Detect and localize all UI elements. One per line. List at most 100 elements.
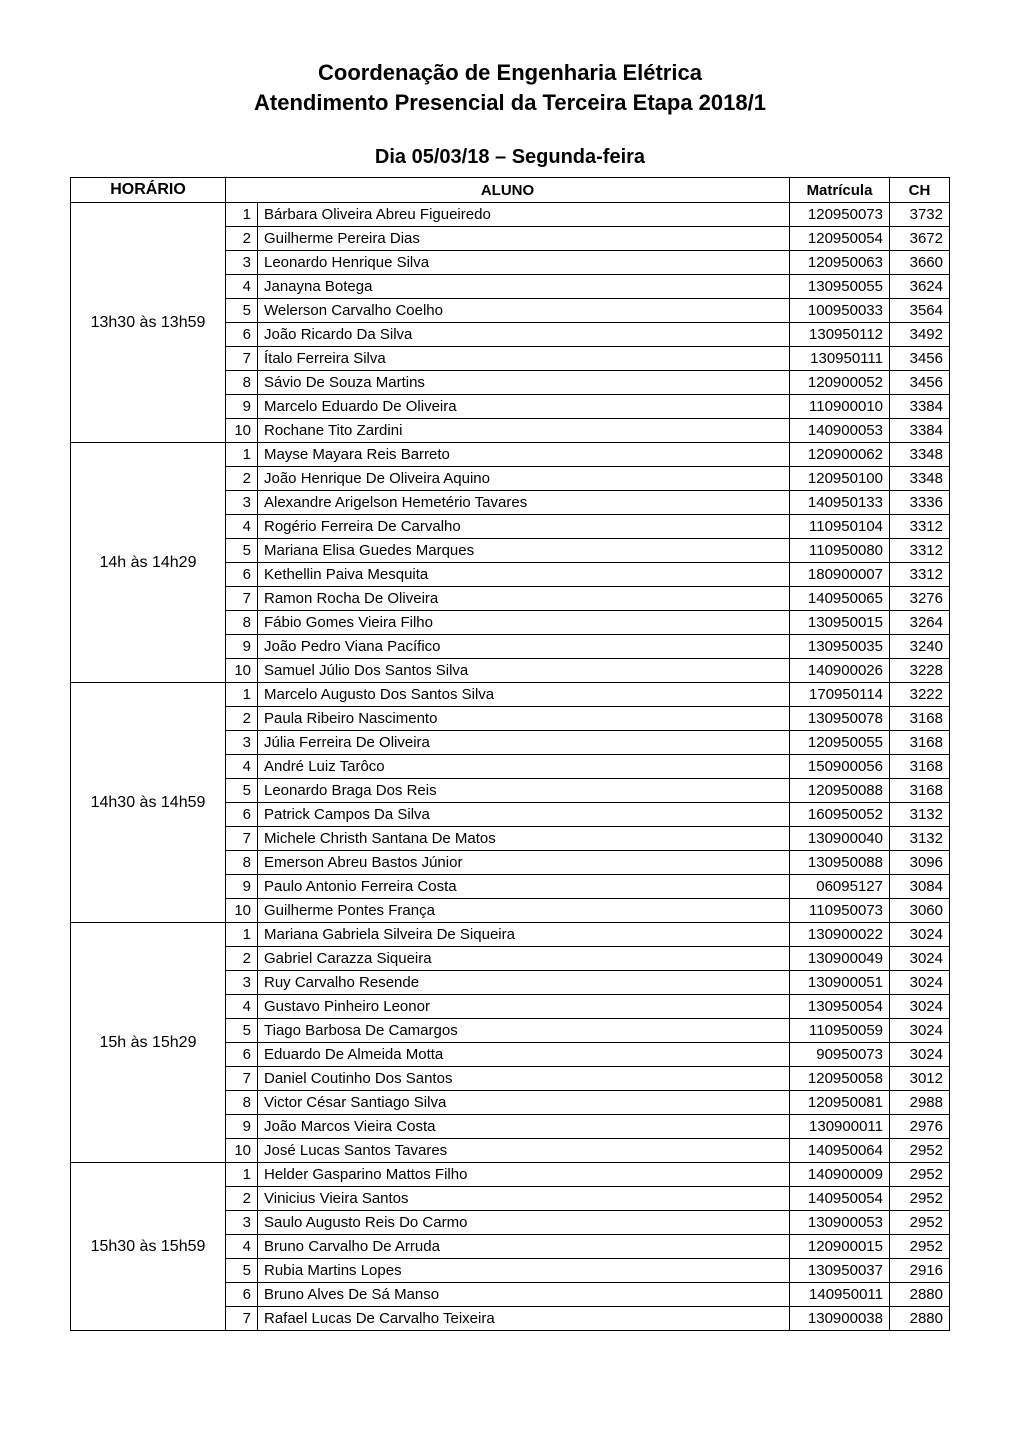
- row-index: 4: [226, 275, 258, 299]
- row-index: 1: [226, 923, 258, 947]
- student-name: Guilherme Pereira Dias: [258, 227, 790, 251]
- row-index: 2: [226, 467, 258, 491]
- ch-cell: 3168: [890, 731, 950, 755]
- student-name: Ramon Rocha De Oliveira: [258, 587, 790, 611]
- ch-cell: 3240: [890, 635, 950, 659]
- table-row: 14h30 às 14h591Marcelo Augusto Dos Santo…: [71, 683, 950, 707]
- ch-cell: 3228: [890, 659, 950, 683]
- horario-cell: 13h30 às 13h59: [71, 203, 226, 443]
- matricula-cell: 110900010: [790, 395, 890, 419]
- table-row: 15h30 às 15h591Helder Gasparino Mattos F…: [71, 1163, 950, 1187]
- ch-cell: 3168: [890, 755, 950, 779]
- student-name: Rafael Lucas De Carvalho Teixeira: [258, 1307, 790, 1331]
- matricula-cell: 130950078: [790, 707, 890, 731]
- matricula-cell: 110950104: [790, 515, 890, 539]
- row-index: 5: [226, 779, 258, 803]
- matricula-cell: 140900053: [790, 419, 890, 443]
- row-index: 7: [226, 347, 258, 371]
- row-index: 7: [226, 587, 258, 611]
- row-index: 9: [226, 1115, 258, 1139]
- title-line-1: Coordenação de Engenharia Elétrica: [70, 60, 950, 86]
- student-name: Mayse Mayara Reis Barreto: [258, 443, 790, 467]
- row-index: 6: [226, 1283, 258, 1307]
- ch-cell: 3024: [890, 971, 950, 995]
- header-aluno: ALUNO: [226, 178, 790, 203]
- ch-cell: 3312: [890, 515, 950, 539]
- student-name: Ruy Carvalho Resende: [258, 971, 790, 995]
- matricula-cell: 130950015: [790, 611, 890, 635]
- ch-cell: 3312: [890, 539, 950, 563]
- row-index: 9: [226, 635, 258, 659]
- student-name: Rogério Ferreira De Carvalho: [258, 515, 790, 539]
- student-name: João Henrique De Oliveira Aquino: [258, 467, 790, 491]
- matricula-cell: 130900051: [790, 971, 890, 995]
- ch-cell: 3456: [890, 347, 950, 371]
- student-name: João Ricardo Da Silva: [258, 323, 790, 347]
- student-name: Mariana Gabriela Silveira De Siqueira: [258, 923, 790, 947]
- matricula-cell: 130950055: [790, 275, 890, 299]
- matricula-cell: 180900007: [790, 563, 890, 587]
- row-index: 10: [226, 899, 258, 923]
- matricula-cell: 130900038: [790, 1307, 890, 1331]
- matricula-cell: 160950052: [790, 803, 890, 827]
- matricula-cell: 140950133: [790, 491, 890, 515]
- row-index: 7: [226, 1067, 258, 1091]
- row-index: 5: [226, 1019, 258, 1043]
- student-name: José Lucas Santos Tavares: [258, 1139, 790, 1163]
- ch-cell: 3336: [890, 491, 950, 515]
- matricula-cell: 120900062: [790, 443, 890, 467]
- student-name: Vinicius Vieira Santos: [258, 1187, 790, 1211]
- ch-cell: 3060: [890, 899, 950, 923]
- ch-cell: 3564: [890, 299, 950, 323]
- row-index: 6: [226, 1043, 258, 1067]
- ch-cell: 3732: [890, 203, 950, 227]
- matricula-cell: 140900009: [790, 1163, 890, 1187]
- matricula-cell: 170950114: [790, 683, 890, 707]
- matricula-cell: 140950064: [790, 1139, 890, 1163]
- student-name: Welerson Carvalho Coelho: [258, 299, 790, 323]
- ch-cell: 2952: [890, 1187, 950, 1211]
- student-name: Rubia Martins Lopes: [258, 1259, 790, 1283]
- ch-cell: 2952: [890, 1163, 950, 1187]
- row-index: 8: [226, 1091, 258, 1115]
- row-index: 10: [226, 419, 258, 443]
- ch-cell: 2976: [890, 1115, 950, 1139]
- ch-cell: 2988: [890, 1091, 950, 1115]
- row-index: 4: [226, 1235, 258, 1259]
- title-line-2: Atendimento Presencial da Terceira Etapa…: [70, 90, 950, 116]
- matricula-cell: 120950055: [790, 731, 890, 755]
- row-index: 2: [226, 227, 258, 251]
- row-index: 3: [226, 251, 258, 275]
- row-index: 4: [226, 995, 258, 1019]
- ch-cell: 3132: [890, 827, 950, 851]
- row-index: 1: [226, 443, 258, 467]
- ch-cell: 3660: [890, 251, 950, 275]
- student-name: Eduardo De Almeida Motta: [258, 1043, 790, 1067]
- table-row: 14h às 14h291Mayse Mayara Reis Barreto12…: [71, 443, 950, 467]
- ch-cell: 3624: [890, 275, 950, 299]
- matricula-cell: 110950073: [790, 899, 890, 923]
- row-index: 3: [226, 971, 258, 995]
- ch-cell: 2880: [890, 1307, 950, 1331]
- matricula-cell: 120950073: [790, 203, 890, 227]
- student-name: Helder Gasparino Mattos Filho: [258, 1163, 790, 1187]
- student-name: Bárbara Oliveira Abreu Figueiredo: [258, 203, 790, 227]
- matricula-cell: 130950037: [790, 1259, 890, 1283]
- horario-cell: 14h às 14h29: [71, 443, 226, 683]
- student-name: Alexandre Arigelson Hemetério Tavares: [258, 491, 790, 515]
- student-name: Tiago Barbosa De Camargos: [258, 1019, 790, 1043]
- row-index: 3: [226, 1211, 258, 1235]
- matricula-cell: 120950081: [790, 1091, 890, 1115]
- schedule-table: HORÁRIO ALUNO Matrícula CH 13h30 às 13h5…: [70, 177, 950, 1331]
- ch-cell: 3024: [890, 995, 950, 1019]
- row-index: 1: [226, 1163, 258, 1187]
- student-name: Júlia Ferreira De Oliveira: [258, 731, 790, 755]
- matricula-cell: 120900015: [790, 1235, 890, 1259]
- row-index: 8: [226, 851, 258, 875]
- student-name: Bruno Alves De Sá Manso: [258, 1283, 790, 1307]
- matricula-cell: 90950073: [790, 1043, 890, 1067]
- student-name: Fábio Gomes Vieira Filho: [258, 611, 790, 635]
- row-index: 3: [226, 731, 258, 755]
- row-index: 9: [226, 875, 258, 899]
- row-index: 1: [226, 203, 258, 227]
